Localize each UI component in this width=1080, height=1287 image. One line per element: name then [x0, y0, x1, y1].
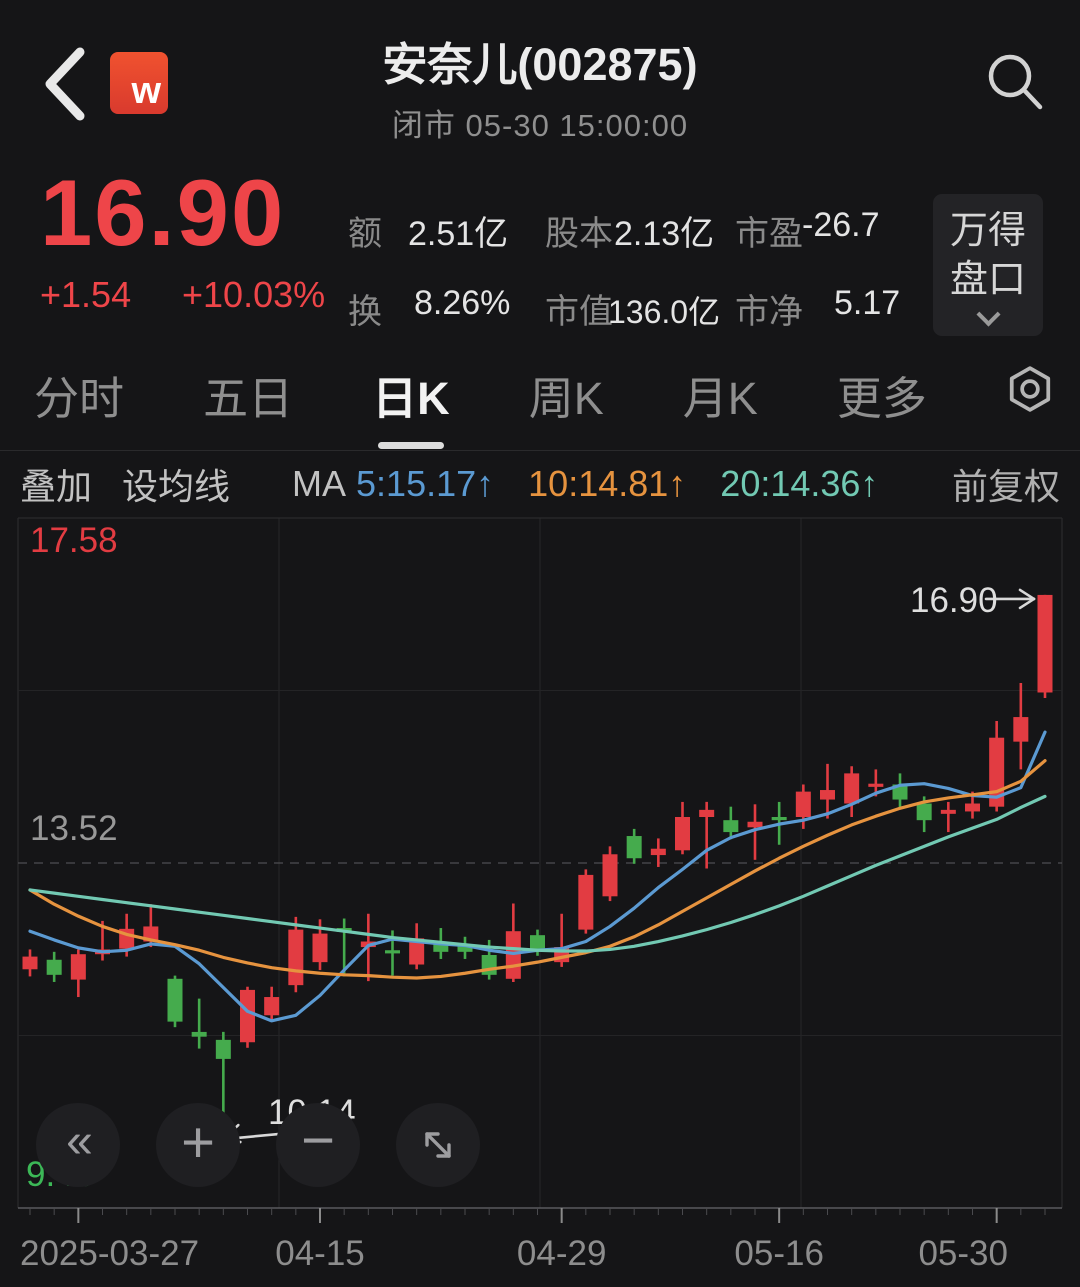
ma20-legend: 20:14.36↑ — [720, 462, 879, 504]
orderbook-button-line1: 万得 — [949, 209, 1026, 252]
stat-label-pb: 市净 — [735, 293, 803, 331]
chart-tab-bar: 分时 五日 日K 周K 月K 更多 — [0, 345, 1080, 451]
zoom-in-icon: + — [181, 1109, 215, 1175]
ma5-legend: 5:15.17↑ — [356, 462, 495, 504]
tab-five-day[interactable]: 五日 — [203, 373, 294, 424]
settings-hex-icon — [1009, 366, 1051, 412]
stat-value-pb: 5.17 — [834, 284, 901, 322]
y-axis-high-label: 17.58 — [30, 521, 118, 560]
tab-daily-k-label: 日K — [372, 373, 450, 424]
stat-label-pe: 市盈 — [735, 215, 803, 253]
price-change-pct: +10.03% — [182, 274, 326, 315]
back-chevron-icon — [45, 47, 85, 121]
ma-label: MA — [292, 462, 347, 504]
stat-value-amount: 2.51亿 — [408, 215, 509, 253]
tab-monthly-k[interactable]: 月K — [682, 373, 758, 424]
stat-value-pe: -26.7 — [802, 206, 880, 244]
latest-price-annotation: 16.90 — [910, 581, 998, 620]
stat-label-mktcap: 市值 — [545, 293, 613, 331]
wind-logo-letter: w — [131, 70, 161, 112]
chart-settings-button[interactable] — [1006, 365, 1054, 430]
candlestick-chart[interactable]: 2025-03-27 04-15 04-29 05-16 05-30 — [0, 515, 1080, 1287]
expand-icon — [425, 1132, 451, 1158]
header: w 安奈儿(002875) 闭市 05-30 15:00:00 — [0, 0, 1080, 160]
svg-text:05-16: 05-16 — [734, 1234, 824, 1273]
svg-text:04-29: 04-29 — [517, 1234, 607, 1273]
orderbook-button-line2: 盘口 — [949, 258, 1026, 301]
active-tab-underline — [377, 442, 444, 449]
search-icon — [988, 54, 1043, 110]
price-change: +1.54 — [40, 274, 132, 315]
collapse-button[interactable]: « — [36, 1103, 120, 1187]
search-button[interactable] — [978, 44, 1054, 120]
adjust-mode-button[interactable]: 前复权 — [951, 465, 1060, 507]
collapse-icon: « — [66, 1114, 93, 1168]
stat-value-mktcap: 136.0亿 — [608, 294, 721, 330]
chevron-down-icon — [975, 302, 1001, 327]
overlay-button[interactable]: 叠加 — [20, 465, 93, 507]
stat-label-amount: 额 — [348, 215, 382, 253]
market-status-subtitle: 闭市 05-30 15:00:00 — [391, 108, 689, 143]
indicator-bar: 叠加 设均线 MA 5:15.17↑ 10:14.81↑ 20:14.36↑ 前… — [0, 452, 1080, 515]
zoom-out-icon: − — [301, 1107, 335, 1173]
chart-region: 2025-03-27 04-15 04-29 05-16 05-30 17.58 13.… — [0, 515, 1080, 1287]
zoom-in-button[interactable]: + — [156, 1103, 240, 1187]
last-price: 16.90 — [40, 160, 286, 265]
back-button[interactable] — [36, 44, 100, 124]
zoom-out-button[interactable]: − — [276, 1103, 360, 1187]
set-ma-button[interactable]: 设均线 — [122, 465, 231, 507]
svg-text:04-15: 04-15 — [275, 1234, 365, 1273]
stat-label-turnover: 换 — [348, 293, 382, 331]
wind-logo: w — [110, 52, 168, 114]
page-title: 安奈儿(002875) — [382, 39, 698, 90]
tab-daily-k[interactable]: 日K — [372, 362, 450, 449]
stat-value-shares: 2.13亿 — [614, 215, 715, 253]
svg-text:2025-03-27: 2025-03-27 — [20, 1234, 199, 1273]
quote-section: 16.90 +1.54 +10.03% 额 2.51亿 股本 2.13亿 市盈 … — [0, 160, 1080, 345]
stat-label-shares: 股本 — [545, 215, 613, 253]
y-axis-mid-label: 13.52 — [30, 809, 118, 848]
expand-button[interactable] — [396, 1103, 480, 1187]
tab-minute[interactable]: 分时 — [34, 373, 125, 424]
stat-value-turnover: 8.26% — [414, 284, 511, 322]
tab-more[interactable]: 更多 — [836, 373, 927, 424]
tab-weekly-k[interactable]: 周K — [528, 373, 604, 424]
wind-orderbook-button[interactable]: 万得 盘口 — [933, 194, 1043, 336]
ma10-legend: 10:14.81↑ — [528, 462, 687, 504]
svg-text:05-30: 05-30 — [918, 1234, 1008, 1273]
